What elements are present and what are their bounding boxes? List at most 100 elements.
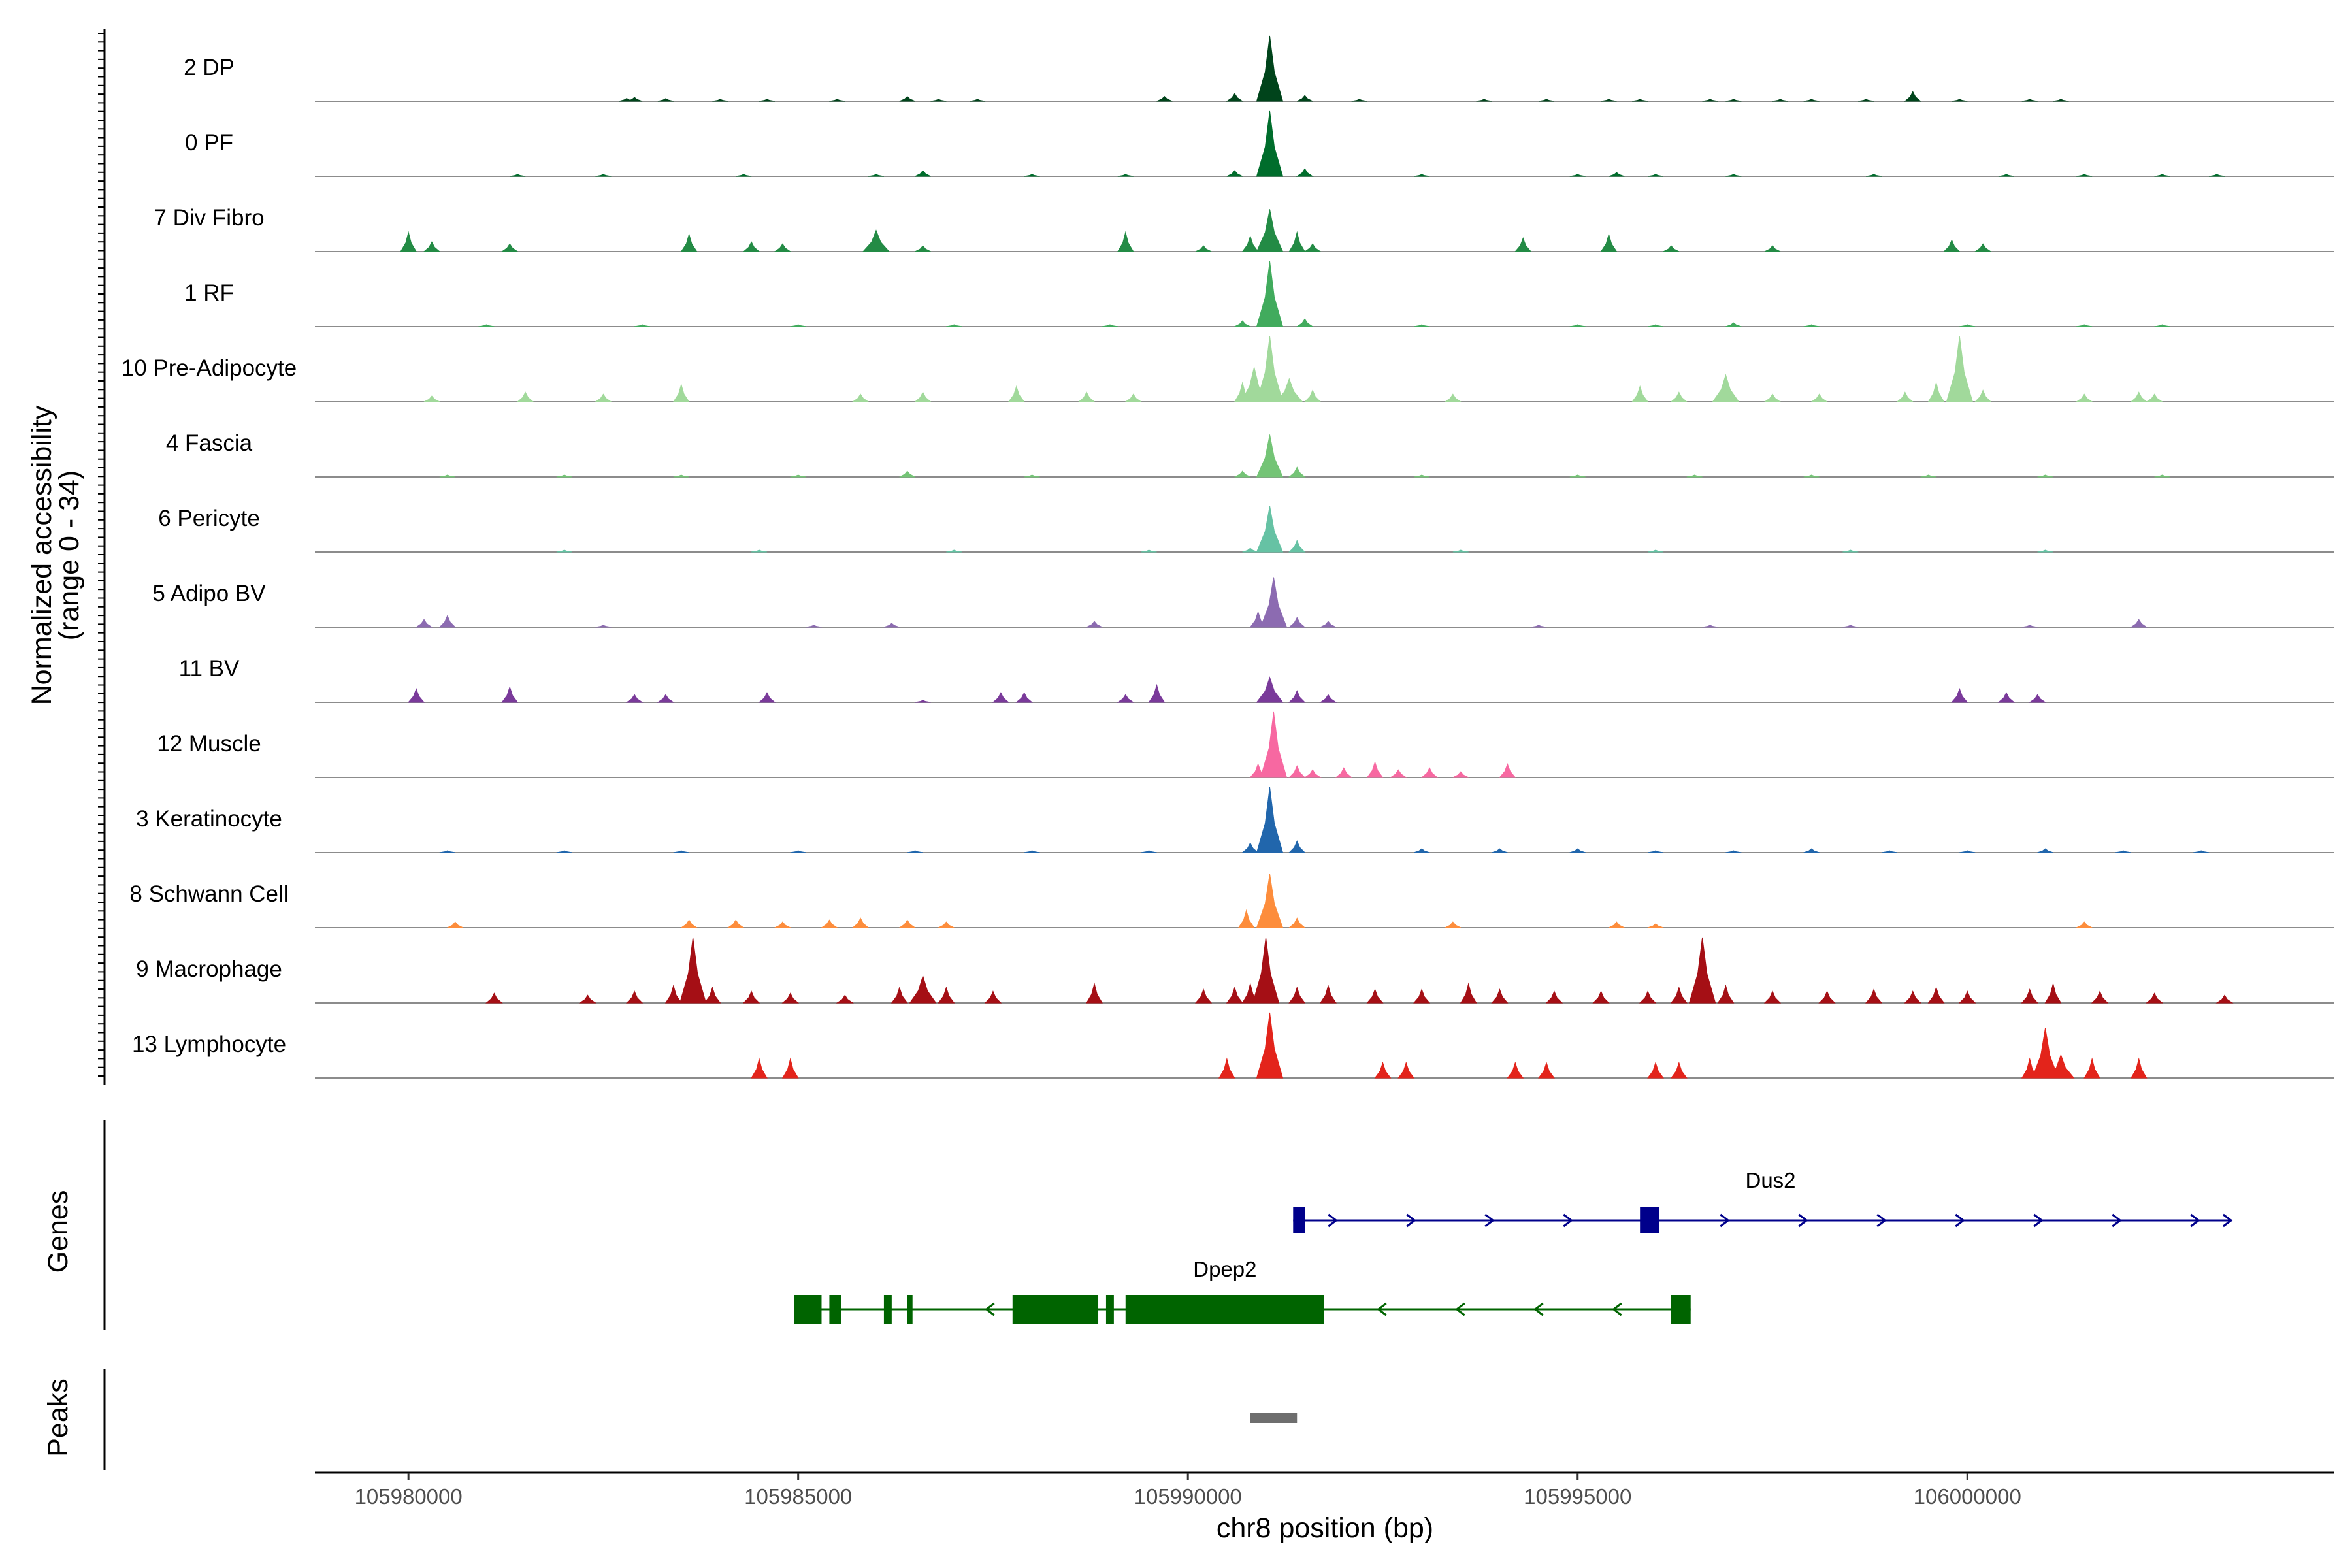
signal-peak [1670,391,1688,402]
track-1: 0 PF [185,110,2334,177]
signal-peak [1256,261,1284,327]
gene-exon [794,1295,822,1324]
signal-peak [1218,1057,1235,1079]
signal-peak [1538,1061,1556,1079]
track-label: 13 Lymphocyte [132,1032,286,1057]
signal-peak [1601,99,1617,102]
signal-peak [672,383,690,402]
signal-peak [1015,692,1034,703]
track-12: 9 Macrophage [136,937,2334,1004]
signal-peak [1865,988,1883,1004]
signal-peak [1507,1061,1524,1079]
signal-peak [447,921,463,928]
signal-peak [883,623,900,628]
signal-peak [1609,172,1625,177]
gene-exon [1012,1295,1099,1324]
signal-peak [1141,850,1157,853]
accessibility-tracks: 2 DP 0 PF 7 Div Fibro 1 RF 10 Pre-Adipocyte 4… [98,29,2334,1085]
signal-peak [1303,769,1322,778]
signal-peak [679,937,707,1004]
track-label: 2 DP [184,55,235,80]
signal-peak [2154,324,2170,327]
x-tick-label: 105990000 [1134,1484,1242,1509]
signal-peak [1117,694,1135,703]
signal-peak [1420,767,1439,778]
signal-peak [1351,99,1367,102]
signal-peak [2076,324,2093,327]
signal-peak [790,474,806,478]
signal-peak [862,229,890,252]
signal-peak [439,850,455,853]
signal-peak [1256,787,1284,853]
signal-peak [1288,231,1306,252]
signal-peak [1763,393,1782,402]
signal-peak [1288,765,1306,778]
signal-peak [439,474,455,478]
signal-peak [1374,1061,1392,1079]
signal-peak [1772,99,1789,102]
strand-arrow [1484,1213,1495,1228]
signal-peak [1117,231,1134,252]
signal-peak [1712,374,1740,402]
signal-peak [1842,549,1859,553]
signal-peak [1803,324,1820,327]
signal-peak [2130,391,2148,402]
strand-arrow [2190,1213,2200,1228]
signal-peak [2091,990,2109,1004]
signal-peak [400,231,417,252]
signal-peak [1086,621,1103,628]
signal-peak [970,99,986,102]
signal-peak [914,391,932,402]
signal-peak [1725,850,1742,853]
track-8: 11 BV [179,656,2334,703]
gene-name-label: Dpep2 [1193,1257,1256,1281]
signal-peak [938,986,955,1004]
signal-peak [781,992,800,1004]
signal-peak [806,625,822,628]
signal-peak [2037,848,2053,853]
x-tick-label: 105995000 [1524,1484,1631,1509]
signal-peak [1320,621,1337,628]
strand-arrow [2033,1213,2044,1228]
signal-peak [1670,986,1688,1004]
strand-arrow [1377,1302,1387,1316]
track-label: 7 Div Fibro [154,205,264,231]
signal-peak [2044,982,2062,1004]
signal-peak [868,174,885,177]
signal-peak [1569,848,1586,853]
signal-peak [736,174,752,177]
strand-arrow [1612,1302,1622,1316]
signal-peak [1647,549,1664,553]
signal-peak [1803,848,1820,853]
signal-peak [2021,988,2038,1004]
gene-exon [1671,1295,1691,1324]
signal-peak [2053,99,2069,102]
signal-peak [1288,986,1306,1004]
signal-peak [1024,474,1040,478]
gene-exon [1125,1295,1324,1324]
signal-peak [1288,540,1306,553]
y-axis-title-line2: (range 0 - 34) [54,470,85,641]
signal-peak [751,1057,768,1079]
signal-peak [1288,917,1306,928]
signal-peak [1237,909,1255,928]
signal-peak [1866,174,1882,177]
signal-peak [742,990,760,1004]
signal-peak [915,700,931,703]
signal-peak [984,990,1002,1004]
signal-peak [1445,921,1462,928]
signal-peak [1195,245,1212,252]
signal-peak [2037,474,2053,478]
genes-panel: Dus2 Dpep2 [103,1120,2233,1330]
signal-peak [510,174,526,177]
signal-peak [758,692,776,703]
signal-peak [1974,243,1992,252]
signal-peak [1389,769,1407,778]
signal-peak [1609,921,1625,928]
signal-peak [1545,990,1563,1004]
signal-peak [1102,324,1118,327]
signal-peak [673,474,689,478]
signal-peak [2193,850,2210,853]
signal-peak [1663,245,1680,252]
